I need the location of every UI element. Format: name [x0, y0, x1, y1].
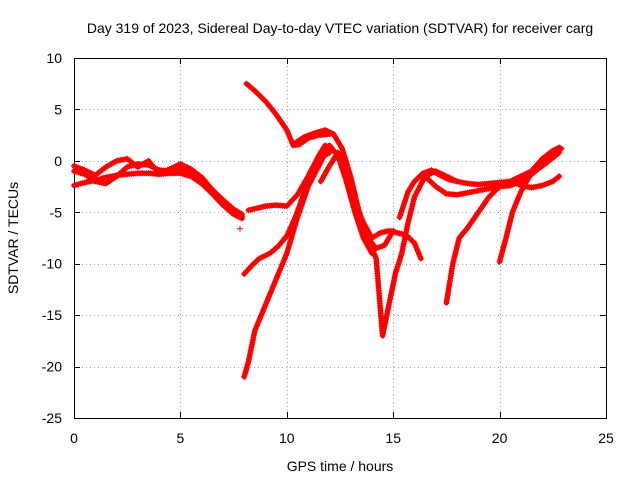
data-point: [417, 255, 424, 262]
grid-lines: [74, 58, 606, 418]
x-tick-label: 15: [385, 430, 401, 446]
data-point: [236, 225, 243, 232]
data-point: [556, 173, 563, 180]
series-track-late-drop: [443, 144, 563, 306]
x-tick-labels: 0 5 10 15 20 25: [70, 430, 614, 446]
axis-ticks: [74, 58, 607, 419]
y-axis-label: SDTVAR / TECUs: [5, 182, 21, 294]
series-track-early-b: [71, 155, 246, 218]
y-tick-label: -25: [42, 410, 62, 426]
y-tick-label: 5: [54, 101, 62, 117]
x-tick-label: 10: [279, 430, 295, 446]
plot-frame: [74, 58, 607, 419]
y-tick-labels: -25 -20 -15 -10 -5 0 5 10: [42, 50, 62, 426]
y-tick-label: 0: [54, 153, 62, 169]
data-point: [239, 211, 246, 218]
y-tick-label: -15: [42, 307, 62, 323]
x-tick-label: 5: [177, 430, 185, 446]
series-track-late-rise: [496, 145, 565, 265]
y-tick-label: -20: [42, 359, 62, 375]
y-tick-label: 10: [46, 50, 62, 66]
x-tick-label: 0: [70, 430, 78, 446]
data-point: [558, 145, 565, 152]
x-axis-label: GPS time / hours: [287, 458, 394, 474]
series-layer: [71, 80, 565, 380]
x-tick-label: 20: [492, 430, 508, 446]
y-tick-label: -10: [42, 256, 62, 272]
y-tick-label: -5: [50, 204, 63, 220]
chart-title: Day 319 of 2023, Sidereal Day-to-day VTE…: [87, 20, 593, 36]
series-track-late-tail: [509, 173, 563, 191]
outlier-point: [236, 225, 243, 232]
x-tick-label: 25: [598, 430, 614, 446]
